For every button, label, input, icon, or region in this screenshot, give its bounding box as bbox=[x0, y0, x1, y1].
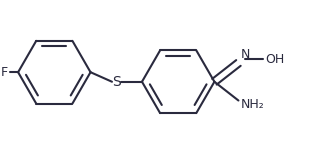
Text: OH: OH bbox=[265, 53, 284, 66]
Text: S: S bbox=[112, 75, 121, 89]
Text: N: N bbox=[240, 48, 250, 61]
Text: F: F bbox=[1, 66, 8, 79]
Text: NH₂: NH₂ bbox=[240, 98, 264, 111]
